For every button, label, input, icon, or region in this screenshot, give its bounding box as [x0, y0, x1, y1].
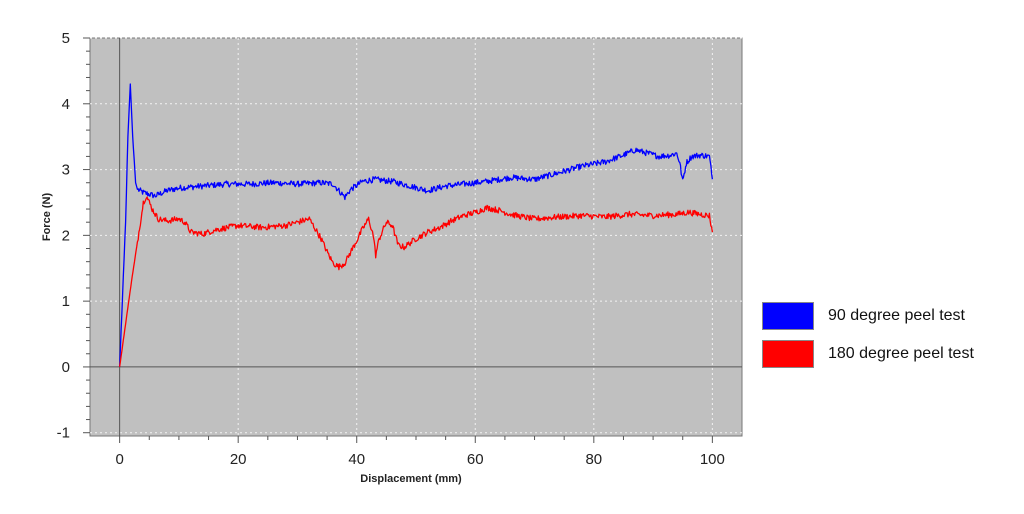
x-tick-label: 0 [115, 451, 123, 468]
legend-item-90-degree: 90 degree peel test [762, 302, 1012, 330]
x-tick-label: 60 [467, 451, 484, 468]
legend-swatch-blue [762, 302, 814, 330]
legend-item-180-degree: 180 degree peel test [762, 340, 1012, 368]
y-tick-label: 1 [62, 293, 70, 310]
y-tick-label: 2 [62, 227, 70, 244]
x-tick-label: 100 [700, 451, 725, 468]
legend-label: 180 degree peel test [828, 345, 974, 362]
series-line-1 [118, 196, 714, 367]
legend-label: 90 degree peel test [828, 307, 965, 324]
legend: 90 degree peel test 180 degree peel test [762, 302, 1012, 378]
y-axis-title: Force (N) [41, 193, 53, 242]
series-lines [118, 83, 714, 367]
y-tick-label: 3 [62, 162, 70, 179]
x-tick-label: 80 [585, 451, 602, 468]
y-tick-label: -1 [57, 425, 70, 442]
plot-area [89, 37, 743, 437]
x-tick-label: 40 [348, 451, 365, 468]
x-tick-label: 20 [230, 451, 247, 468]
x-axis-title: Displacement (mm) [360, 473, 462, 485]
tick-labels: 0 20 40 60 80 100 -1 0 1 2 3 4 5 [57, 30, 725, 468]
y-tick-label: 0 [62, 359, 70, 376]
y-tick-label: 5 [62, 30, 70, 47]
grid-lines [90, 37, 742, 436]
series-line-0 [118, 83, 714, 367]
axes [83, 37, 742, 443]
y-tick-label: 4 [62, 96, 70, 113]
legend-swatch-red [762, 340, 814, 368]
